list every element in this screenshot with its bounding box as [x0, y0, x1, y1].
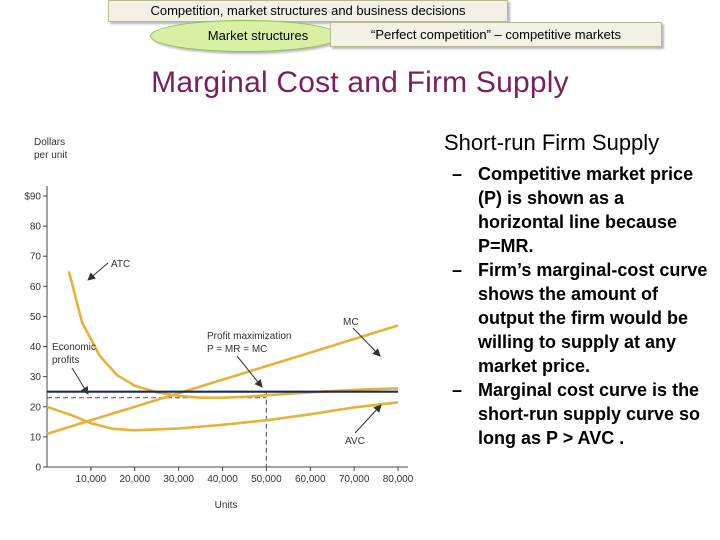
plot-area: 0 10 20 30 40 50 60 70 80 $90 10,000 20,000 30,000 40…	[24, 186, 414, 485]
mc-label: MC	[343, 317, 359, 328]
bullet-item: Competitive market price (P) is shown as…	[452, 162, 714, 258]
x-tick-label: 60,000	[295, 474, 326, 485]
profit-max-label: Profit maximization	[207, 331, 291, 342]
avc-label: AVC	[345, 436, 365, 447]
y-axis-label-line2: per unit	[34, 150, 68, 161]
y-tick-label: 70	[30, 252, 42, 263]
y-tick-label: 30	[30, 372, 42, 383]
y-tick-label: 0	[35, 463, 41, 474]
mc-curve	[46, 324, 399, 436]
y-tick-label: 20	[30, 402, 42, 413]
cost-curves-chart: Dollars per unit 0 10 20 30 40 50 60 70 80 $90 10,…	[24, 137, 414, 511]
y-axis-label: Dollars per unit	[34, 137, 68, 161]
tab-market-structures-label: Market structures	[207, 28, 309, 43]
bullet-item: Marginal cost curve is the short-run sup…	[452, 378, 714, 450]
y-tick-label: 40	[30, 342, 42, 353]
slide-subheading: Short-run Firm Supply	[444, 130, 660, 155]
economic-profits-label-2: profits	[52, 355, 79, 366]
y-tick-label: 10	[30, 432, 42, 443]
profit-max-equation: P = MR = MC	[207, 344, 267, 355]
y-tick-label: 80	[30, 222, 42, 233]
x-axis-label: Units	[215, 500, 238, 511]
y-tick-label: 50	[30, 312, 42, 323]
atc-arrow	[87, 262, 109, 281]
tab-market-structures[interactable]: Market structures	[150, 20, 340, 52]
annotations: ATC MC AVC Profit maximization P = MR = …	[52, 259, 365, 447]
atc-label: ATC	[111, 259, 130, 270]
x-tick-label: 50,000	[251, 474, 282, 485]
economic-profits-label-1: Economic	[52, 342, 96, 353]
economic-profits-arrow	[71, 367, 89, 395]
slide-title: Marginal Cost and Firm Supply	[151, 66, 569, 99]
mc-arrow	[352, 327, 381, 357]
bullet-item: Firm’s marginal-cost curve shows the amo…	[452, 258, 714, 378]
profit-max-arrow	[236, 355, 263, 388]
tab-perfect-competition-label: “Perfect competition” – competitive mark…	[371, 27, 621, 42]
course-header-bar: Competition, market structures and busin…	[108, 0, 508, 22]
x-tick-label: 40,000	[207, 474, 238, 485]
tab-perfect-competition[interactable]: “Perfect competition” – competitive mark…	[330, 22, 662, 47]
x-tick-label: 10,000	[76, 474, 107, 485]
y-tick-label: $90	[24, 192, 41, 203]
course-title: Competition, market structures and busin…	[150, 3, 466, 18]
x-tick-label: 70,000	[339, 474, 370, 485]
x-tick-label: 30,000	[163, 474, 194, 485]
y-tick-label: 60	[30, 282, 42, 293]
y-axis-label-line1: Dollars	[34, 137, 65, 148]
x-tick-label: 20,000	[119, 474, 150, 485]
avc-arrow	[354, 404, 382, 434]
bullet-list: Competitive market price (P) is shown as…	[452, 162, 714, 450]
x-tick-label: 80,000	[383, 474, 414, 485]
avc-curve	[46, 401, 399, 432]
